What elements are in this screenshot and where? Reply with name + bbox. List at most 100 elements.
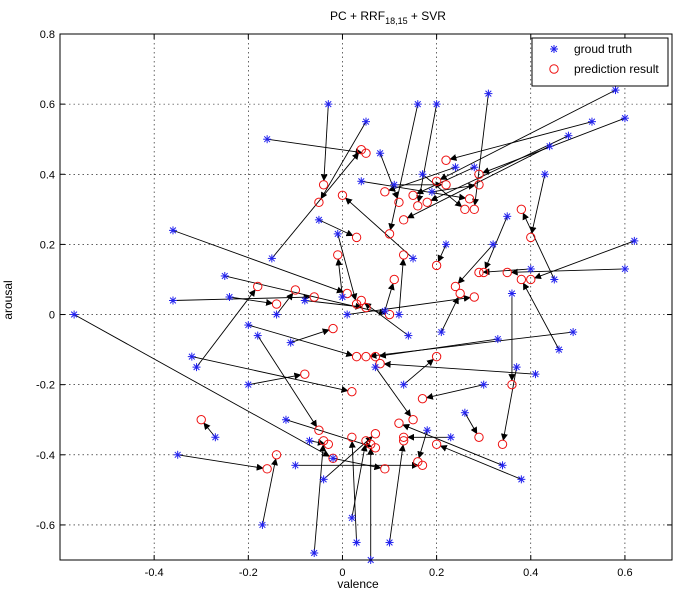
prediction-arrow-14: [271, 152, 360, 259]
prediction-arrow-72: [439, 89, 616, 180]
truth-point-49: [442, 240, 451, 249]
prediction-point-43: [384, 229, 395, 239]
prediction-point-17: [328, 323, 338, 334]
truth-point-47: [432, 100, 441, 109]
truth-point-5: [192, 363, 201, 372]
truth-point-20: [305, 436, 314, 445]
truth-point-9: [244, 321, 253, 330]
prediction-point-69: [422, 197, 432, 208]
truth-point-23: [319, 475, 328, 484]
prediction-point-66: [398, 215, 409, 225]
grid-lines: [60, 33, 672, 560]
prediction-point-23: [370, 429, 381, 439]
prediction-arrow-27: [335, 258, 343, 298]
y-tick-label-5: 0.4: [40, 169, 55, 181]
prediction-point-61: [497, 439, 508, 449]
y-tick-label-3: 0: [49, 310, 55, 322]
x-tick-label-4: 0.4: [523, 567, 538, 579]
prediction-point-33: [366, 439, 376, 449]
truth-point-50: [446, 433, 455, 442]
x-tick-label-2: 0: [339, 567, 345, 579]
prediction-arrow-69: [430, 135, 569, 202]
truth-point-19: [300, 296, 309, 305]
prediction-arrow-7: [224, 275, 387, 316]
prediction-point-13: [361, 148, 371, 158]
prediction-point-10: [300, 369, 310, 379]
prediction-point-34: [408, 415, 418, 425]
y-tick-label-7: 0.8: [40, 29, 55, 41]
prediction-point-11: [314, 425, 324, 435]
prediction-arrow-73: [482, 117, 626, 174]
prediction-arrow-4: [191, 356, 349, 393]
truth-point-67: [550, 275, 559, 284]
prediction-arrow-45: [417, 430, 428, 459]
truth-point-27: [338, 293, 347, 301]
prediction-point-41: [356, 295, 366, 306]
truth-point-8: [225, 293, 234, 301]
prediction-point-68: [516, 274, 527, 285]
prediction-point-36: [389, 274, 399, 285]
prediction-point-74: [502, 267, 512, 278]
prediction-arrow-31: [361, 180, 467, 201]
prediction-arrow-66: [406, 145, 550, 219]
prediction-arrow-13: [267, 138, 363, 156]
prediction-point-38: [441, 180, 451, 190]
prediction-point-39: [398, 250, 409, 260]
prediction-point-52: [474, 432, 484, 442]
prediction-point-72: [431, 176, 442, 186]
legend: groud truth prediction result: [531, 37, 669, 87]
truth-point-70: [569, 328, 578, 337]
legend-prediction-circle-icon: [549, 64, 559, 74]
legend-truth-star-icon: [550, 45, 558, 53]
truth-point-37: [385, 538, 394, 547]
prediction-arrow-16: [285, 419, 373, 448]
plot-frame: [59, 33, 673, 561]
truth-point-68: [555, 345, 564, 354]
prediction-point-55: [469, 204, 479, 215]
prediction-point-1: [342, 288, 352, 299]
chart-title-main: PC + RRF: [330, 9, 385, 23]
truth-point-0: [70, 310, 79, 319]
prediction-arrow-65: [529, 174, 546, 234]
prediction-arrow-48: [440, 296, 459, 333]
prediction-point-63: [474, 267, 484, 278]
truth-point-53: [470, 163, 479, 172]
prediction-point-6: [196, 415, 206, 425]
truth-point-36: [380, 307, 389, 316]
prediction-point-28: [469, 292, 479, 302]
truth-point-22: [314, 215, 323, 224]
truth-point-34: [371, 363, 380, 372]
truth-point-63: [526, 264, 535, 273]
truth-point-26: [333, 229, 342, 238]
prediction-point-7: [384, 309, 395, 320]
prediction-arrow-12: [261, 458, 278, 526]
truth-point-58: [498, 461, 507, 470]
prediction-point-59: [478, 267, 489, 278]
prediction-arrow-55: [472, 93, 489, 206]
y-axis-label: arousal: [1, 280, 15, 319]
chart-title-suffix: + SVR: [408, 9, 447, 23]
prediction-point-42: [337, 190, 348, 201]
prediction-point-5: [253, 281, 263, 292]
truth-point-38: [390, 180, 399, 189]
prediction-arrow-47: [416, 104, 438, 203]
prediction-point-26: [351, 299, 362, 309]
truth-point-29: [347, 513, 356, 522]
prediction-arrow-64: [383, 360, 536, 375]
prediction-point-50: [398, 432, 409, 442]
prediction-point-47: [413, 201, 423, 211]
truth-point-35: [376, 149, 385, 158]
truth-point-48: [437, 328, 446, 337]
prediction-arrow-46: [431, 182, 476, 193]
truth-point-40: [399, 380, 408, 389]
y-tick-label-0: -0.6: [36, 520, 55, 532]
truth-point-11: [253, 331, 262, 340]
prediction-arrow-61: [500, 367, 518, 441]
prediction-arrow-56: [457, 244, 494, 284]
prediction-point-22: [351, 232, 362, 243]
prediction-arrow-34: [375, 366, 412, 417]
truth-point-55: [484, 89, 493, 98]
prediction-arrow-41: [364, 302, 409, 336]
prediction-point-9: [351, 351, 362, 362]
